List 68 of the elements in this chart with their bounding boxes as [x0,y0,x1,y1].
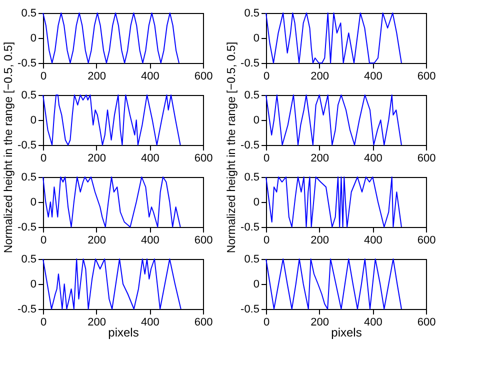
x-tick-label: 400 [140,152,160,164]
line-series [42,176,181,228]
x-tick-label: 200 [310,234,330,246]
x-tick-label: 600 [417,316,436,328]
y-tick-label: -0.5 [240,140,260,152]
x-tick-label: 600 [417,234,436,246]
x-tick-label: 200 [310,316,330,328]
x-tick-label: 200 [88,152,106,164]
line-series [266,12,402,64]
line-series [42,12,180,64]
y-tick-label: -0.5 [18,58,36,70]
y-tick-label: 0 [30,114,36,126]
y-tick-label: 0.5 [244,8,260,20]
y-axis-title: Normalized height in the range [−0.5, 0.5] [3,42,15,254]
y-tick-label: -0.5 [240,304,260,316]
x-tick-label: 600 [194,316,213,328]
x-tick-label: 400 [140,316,160,328]
x-tick-label: 600 [417,152,436,164]
x-tick-label: 200 [88,316,106,328]
y-tick-label: 0 [253,114,260,126]
y-tick-label: 0.5 [21,8,36,20]
line-series [42,94,181,146]
y-tick-label: 0 [253,32,260,44]
x-tick-label: 200 [88,70,106,82]
y-tick-label: 0 [253,196,260,208]
line-series [266,176,402,228]
x-tick-label: 600 [194,152,213,164]
x-tick-label: 200 [88,234,106,246]
y-tick-label: 0 [30,278,36,290]
y-tick-label: 0 [253,278,260,290]
line-series [266,258,402,310]
y-tick-label: 0.5 [244,254,260,266]
x-tick-label: 400 [364,70,382,82]
x-tick-label: 400 [364,316,382,328]
y-tick-label: 0.5 [21,172,36,184]
x-tick-label: 400 [364,152,382,164]
x-tick-label: 0 [40,316,47,328]
y-tick-label: 0.5 [244,172,260,184]
y-tick-label: -0.5 [240,222,260,234]
y-tick-label: 0.5 [21,90,36,102]
x-axis-title: pixels [108,326,139,340]
x-tick-label: 400 [364,234,382,246]
y-tick-label: -0.5 [240,58,260,70]
y-tick-label: 0 [30,196,36,208]
y-tick-label: -0.5 [18,140,36,152]
y-tick-label: 0.5 [244,90,260,102]
x-tick-label: 400 [140,70,160,82]
y-tick-label: -0.5 [18,304,36,316]
y-tick-label: -0.5 [18,222,36,234]
line-series [266,94,402,146]
x-tick-label: 0 [40,70,47,82]
x-tick-label: 0 [263,152,270,164]
x-axis-title: pixels [331,326,362,340]
x-tick-label: 600 [194,234,213,246]
x-tick-label: 600 [417,70,436,82]
x-tick-label: 400 [140,234,160,246]
x-tick-label: 0 [263,234,270,246]
line-series [42,258,182,310]
x-tick-label: 200 [310,152,330,164]
y-tick-label: 0 [30,32,36,44]
x-tick-label: 600 [194,70,213,82]
x-tick-label: 0 [40,234,47,246]
x-tick-label: 200 [310,70,330,82]
x-tick-label: 0 [40,152,47,164]
x-tick-label: 0 [263,70,270,82]
y-axis-title: Normalized height in the range [−0.5, 0.5] [226,42,238,254]
x-tick-label: 0 [263,316,270,328]
y-tick-label: 0.5 [21,254,36,266]
